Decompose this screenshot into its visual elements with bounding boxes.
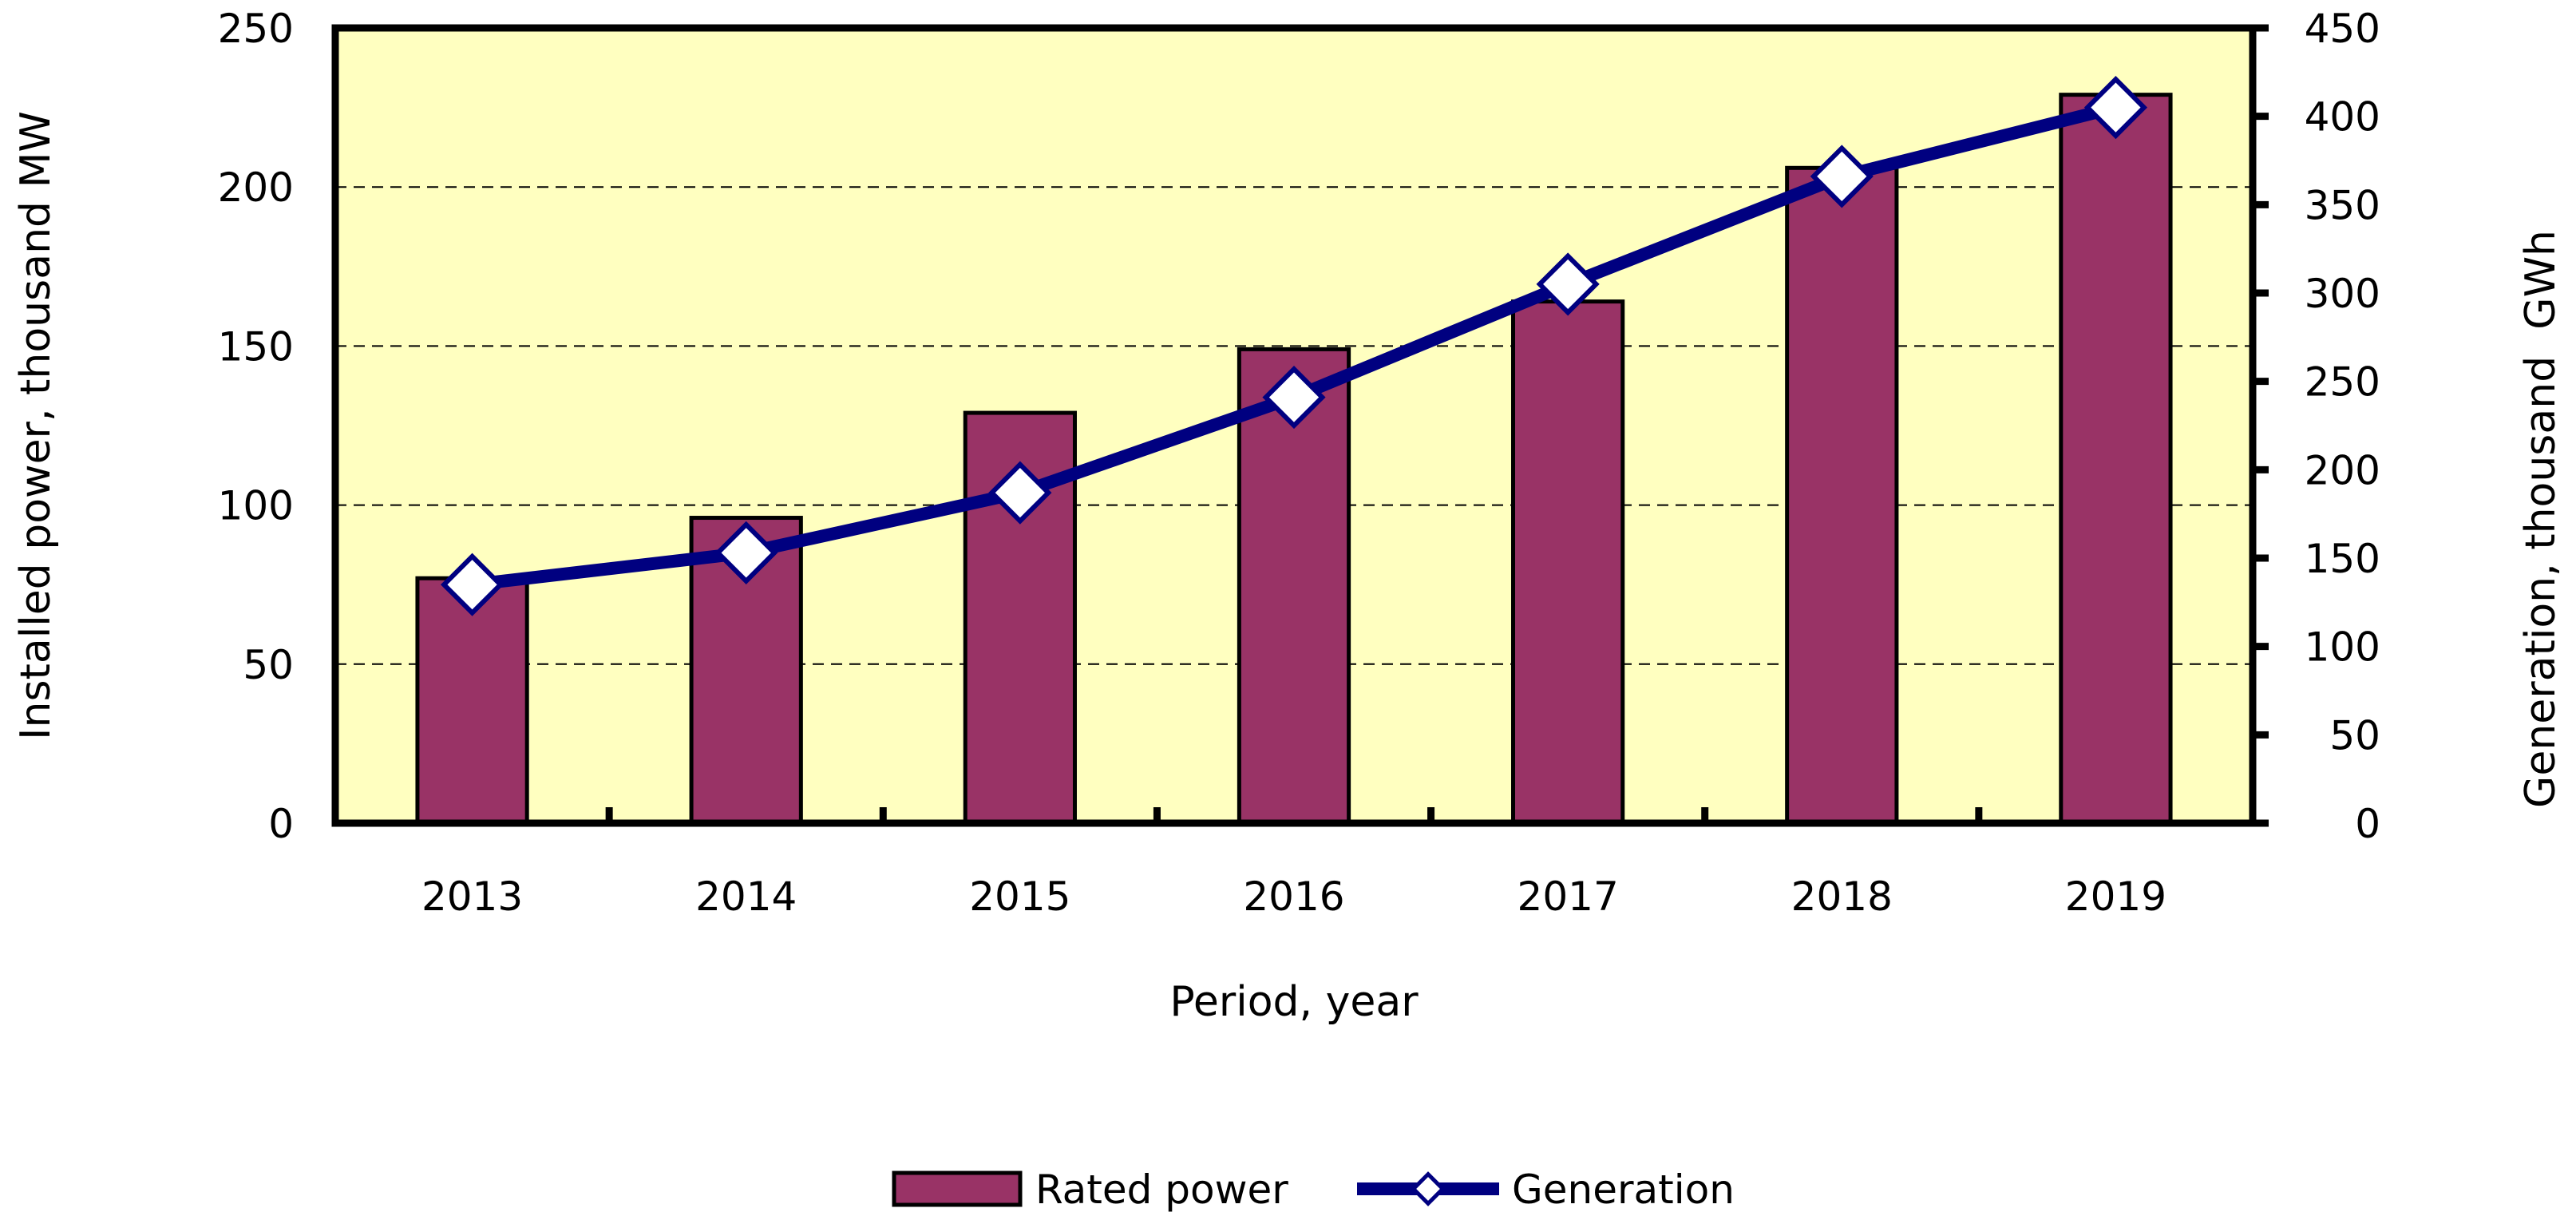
- legend-label-generation: Generation: [1512, 1167, 1735, 1213]
- legend-label-rated-power: Rated power: [1035, 1167, 1288, 1213]
- axis-ticks: [605, 24, 2269, 827]
- y2-tick-label-400: 400: [2305, 94, 2380, 141]
- plot-frame: [331, 24, 2257, 827]
- point-generation-2018: [1810, 145, 1874, 208]
- x-tick-label-2013: 2013: [421, 873, 523, 920]
- x-tick-label-2015: 2015: [969, 873, 1070, 920]
- point-generation-2016: [1262, 365, 1326, 430]
- y-tick-label-200: 200: [218, 164, 294, 211]
- x-tick-label-2019: 2019: [2065, 873, 2166, 920]
- y2-tick-label-50: 50: [2329, 712, 2380, 759]
- y2-tick-label-350: 350: [2305, 182, 2380, 228]
- legend-marker-generation: [1411, 1171, 1446, 1206]
- x-tick-label-2014: 2014: [695, 873, 797, 920]
- bar-rated-power-2017: [1511, 299, 1625, 826]
- y-tick-label-100: 100: [218, 483, 294, 529]
- x-tick-label-2017: 2017: [1518, 873, 1619, 920]
- generation-line: [440, 76, 2148, 616]
- legend: Rated power Generation: [892, 1167, 1735, 1213]
- x-axis-title: Period, year: [1169, 978, 1419, 1026]
- y2-axis-title: Generation, thousand GWh: [2517, 230, 2565, 808]
- point-generation-2019: [2083, 76, 2148, 140]
- y2-tick-label-150: 150: [2305, 536, 2380, 582]
- y2-tick-label-100: 100: [2305, 624, 2380, 671]
- legend-swatch-rated-power: [892, 1170, 1023, 1207]
- y2-tick-label-200: 200: [2305, 447, 2380, 493]
- y2-tick-label-300: 300: [2305, 271, 2380, 317]
- point-generation-2013: [440, 553, 505, 616]
- bar-rated-power-2018: [1785, 165, 1899, 826]
- y-axis-title: Installed power, thousand MW: [12, 111, 60, 740]
- bar-rated-power-2019: [2059, 93, 2173, 826]
- y-tick-label-50: 50: [243, 642, 294, 688]
- point-generation-2017: [1536, 252, 1600, 316]
- y2-tick-label-250: 250: [2305, 359, 2380, 406]
- tick-labels: 0 50 100 150 200 250 0 50 100 150 200 250 300 350 400 4…: [218, 6, 2380, 920]
- y-tick-label-0: 0: [268, 801, 294, 847]
- y-tick-label-150: 150: [218, 323, 294, 370]
- x-tick-label-2018: 2018: [1791, 873, 1893, 920]
- point-generation-2015: [988, 461, 1052, 525]
- y2-tick-label-450: 450: [2305, 6, 2380, 52]
- point-generation-2014: [714, 521, 778, 584]
- y-tick-label-250: 250: [218, 6, 294, 52]
- x-tick-label-2016: 2016: [1243, 873, 1344, 920]
- y2-tick-label-0: 0: [2355, 801, 2380, 847]
